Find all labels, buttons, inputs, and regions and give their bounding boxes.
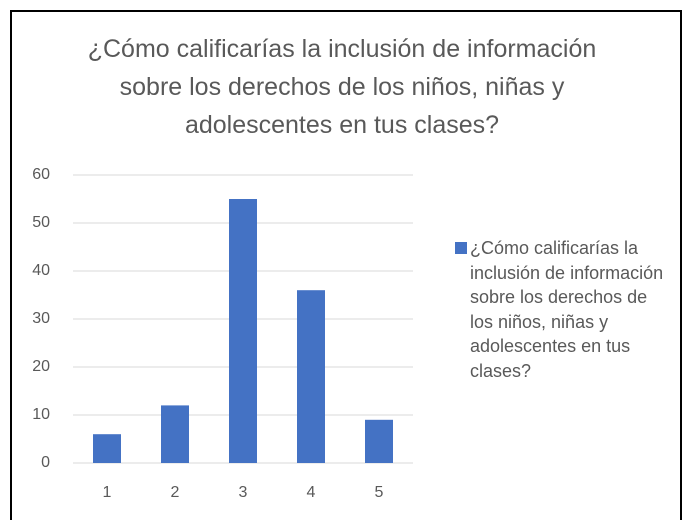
- bar: [297, 290, 325, 463]
- y-tick-label: 50: [32, 214, 50, 231]
- x-tick-label: 1: [103, 484, 112, 501]
- bar: [229, 199, 257, 463]
- y-tick-label: 60: [32, 166, 50, 183]
- x-tick-label: 4: [307, 484, 316, 501]
- y-tick-label: 30: [32, 310, 50, 327]
- x-tick-label: 3: [239, 484, 248, 501]
- y-tick-label: 0: [41, 454, 50, 471]
- chart-frame: [10, 10, 682, 520]
- bar: [365, 419, 393, 463]
- legend-swatch: [455, 242, 467, 254]
- x-tick-label: 2: [171, 484, 180, 501]
- legend: ¿Cómo calificarías la inclusión de infor…: [455, 236, 675, 383]
- legend-label: ¿Cómo calificarías la inclusión de infor…: [470, 238, 664, 381]
- chart-title: ¿Cómo calificarías la inclusión de infor…: [87, 35, 597, 139]
- x-tick-label: 5: [375, 484, 384, 501]
- bar: [93, 434, 121, 463]
- y-tick-label: 40: [32, 262, 50, 279]
- y-tick-label: 10: [32, 406, 50, 423]
- y-tick-label: 20: [32, 358, 50, 375]
- bar: [161, 405, 189, 463]
